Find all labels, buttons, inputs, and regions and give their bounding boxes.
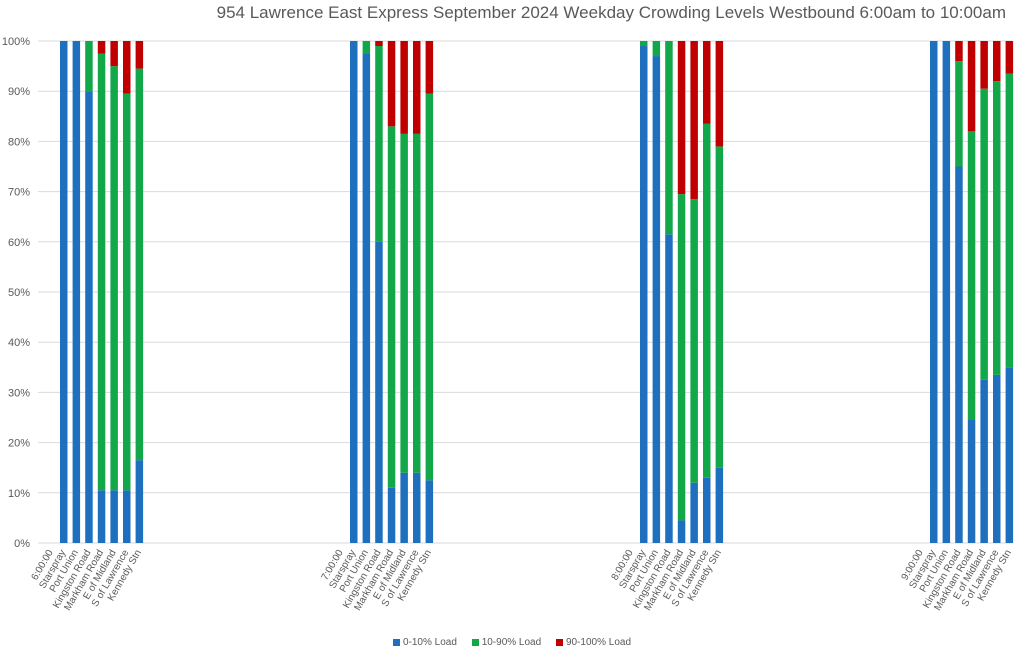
bar-segment (967, 420, 976, 543)
bar-segment (413, 133, 421, 473)
bar-segment (135, 460, 144, 543)
bar-segment (350, 41, 358, 543)
y-tick-label: 40% (8, 337, 30, 349)
bar-segment (375, 241, 383, 544)
legend-swatch-high (555, 639, 563, 646)
bar-segment (993, 374, 1001, 543)
bar-segment (362, 53, 371, 544)
y-tick-label: 60% (8, 237, 30, 249)
bar-segment (400, 133, 408, 473)
y-tick-label: 10% (8, 488, 30, 500)
bar-segment (715, 41, 724, 147)
bar-segment (955, 166, 963, 543)
bar-segment (97, 41, 106, 54)
bar-segment (715, 467, 724, 543)
bar-segment (425, 480, 434, 543)
bar-segment (690, 41, 698, 200)
bar-segment (413, 41, 421, 134)
bar-segment (703, 123, 711, 478)
bar-segment (677, 41, 686, 195)
bar-segment (110, 66, 118, 491)
legend-swatch-mid (471, 639, 479, 646)
bar-segment (1005, 41, 1014, 74)
bar-segment (85, 91, 93, 543)
bar-segment (413, 472, 421, 543)
legend: 0-10% Load 10-90% Load 90-100% Load (0, 637, 1024, 648)
bar-segment (387, 487, 396, 543)
bar-segment (400, 472, 408, 543)
y-tick-label: 20% (8, 438, 30, 450)
bar-segment (400, 41, 408, 134)
bar-segment (942, 41, 951, 543)
bar-segment (967, 41, 976, 132)
bar-segment (135, 68, 144, 461)
bar-segment (123, 490, 131, 543)
bar-segment (980, 379, 988, 543)
y-tick-label: 80% (8, 136, 30, 148)
bar-segment (955, 41, 963, 62)
bar-segment (97, 490, 106, 543)
legend-label-high: 90-100% Load (565, 637, 632, 648)
bar-segment (993, 81, 1001, 375)
bar-segment (703, 41, 711, 124)
legend-item-high: 90-100% Load (555, 637, 632, 648)
bar-segment (97, 53, 106, 491)
chart-plot: 0%10%20%30%40%50%60%70%80%90%100%6:00:00… (2, 36, 1014, 613)
bar-segment (993, 41, 1001, 82)
bar-segment (123, 93, 131, 491)
bar-segment (362, 41, 371, 54)
bar-segment (135, 41, 144, 69)
bar-segment (967, 131, 976, 421)
bar-segment (715, 146, 724, 468)
legend-item-mid: 10-90% Load (471, 637, 542, 648)
bar-segment (1005, 367, 1014, 543)
chart-title: 954 Lawrence East Express September 2024… (216, 3, 1006, 22)
bar-segment (60, 41, 68, 543)
bar-segment (677, 520, 686, 543)
legend-label-mid: 10-90% Load (481, 637, 542, 648)
bar-segment (425, 93, 434, 481)
legend-item-low: 0-10% Load (392, 637, 457, 648)
y-tick-label: 30% (8, 387, 30, 399)
bar-segment (690, 482, 698, 543)
y-tick-label: 0% (14, 538, 30, 550)
y-tick-label: 90% (8, 86, 30, 98)
bar-segment (980, 88, 988, 380)
bar-segment (652, 56, 661, 544)
bar-segment (690, 199, 698, 483)
bar-segment (123, 41, 131, 94)
bar-segment (375, 46, 383, 242)
bar-segment (703, 477, 711, 543)
bar-segment (110, 490, 118, 543)
legend-swatch-low (392, 639, 400, 646)
bar-segment (375, 41, 383, 47)
bar-segment (72, 41, 81, 543)
bar-segment (955, 61, 963, 167)
bar-segment (387, 41, 396, 127)
bar-segment (85, 41, 93, 92)
bar-segment (930, 41, 938, 543)
y-tick-label: 100% (2, 36, 30, 48)
bar-segment (652, 41, 661, 57)
bar-segment (1005, 73, 1014, 368)
bar-segment (425, 41, 434, 94)
bar-segment (387, 126, 396, 488)
bar-segment (640, 46, 648, 544)
y-tick-label: 70% (8, 187, 30, 199)
bar-segment (665, 234, 673, 543)
bar-segment (665, 41, 673, 235)
legend-label-low: 0-10% Load (402, 637, 457, 648)
bar-segment (980, 41, 988, 89)
bar-segment (677, 194, 686, 521)
bar-segment (110, 41, 118, 67)
y-tick-label: 50% (8, 287, 30, 299)
bar-segment (640, 41, 648, 47)
